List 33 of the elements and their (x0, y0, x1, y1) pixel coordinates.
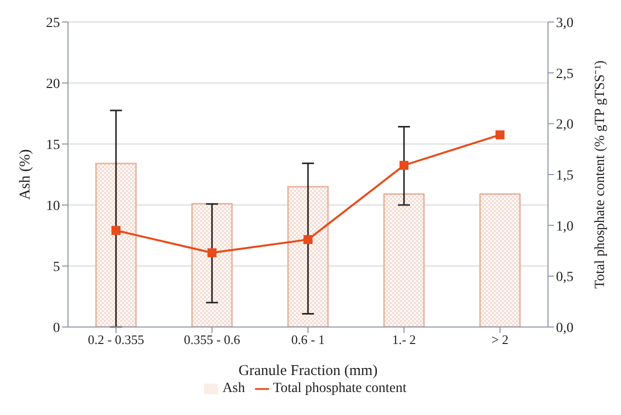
y-axis-title: Ash (%) (17, 149, 34, 200)
point (304, 235, 312, 244)
y2-tick-label: 2,0 (556, 118, 574, 133)
point (400, 160, 408, 170)
bar (479, 193, 521, 327)
x-tick-label: > 2 (491, 332, 509, 348)
x-tick-label: 1.- 2 (392, 332, 416, 348)
bar (191, 203, 233, 327)
y2-tick-label: 0,0 (556, 320, 574, 336)
bar (383, 193, 425, 327)
y-tick-label: 10 (46, 198, 60, 214)
y2-tick-label: 0,5 (556, 270, 574, 286)
x-tick-label: 0.6 - 1 (291, 332, 325, 348)
x-axis-title: Granule Fraction (mm) (238, 363, 378, 379)
y-tick-label: 25 (46, 16, 60, 31)
y-tick-label: 20 (46, 76, 60, 92)
y2-tick-label: 1,0 (556, 219, 574, 234)
y2-axis-title: Total phosphate content (% gTP gTSS⁻¹) (592, 60, 608, 289)
bar (287, 186, 329, 327)
legend-label: Total phosphate content (273, 381, 407, 396)
point (208, 248, 216, 258)
y2-tick-label: 3,0 (556, 16, 574, 31)
point (112, 226, 120, 235)
y2-tick-label: 1,5 (556, 168, 574, 184)
y2-tick-label: 2,5 (556, 66, 574, 82)
x-tick-label: 0.2 - 0.355 (88, 332, 144, 348)
point (496, 130, 504, 140)
y-tick-label: 5 (53, 260, 60, 275)
legend-label: Ash (222, 381, 245, 396)
bar (95, 162, 137, 327)
y-tick-label: 15 (46, 138, 60, 153)
x-tick-label: 0.355 - 0.6 (184, 332, 241, 348)
y-tick-label: 0 (53, 320, 60, 336)
